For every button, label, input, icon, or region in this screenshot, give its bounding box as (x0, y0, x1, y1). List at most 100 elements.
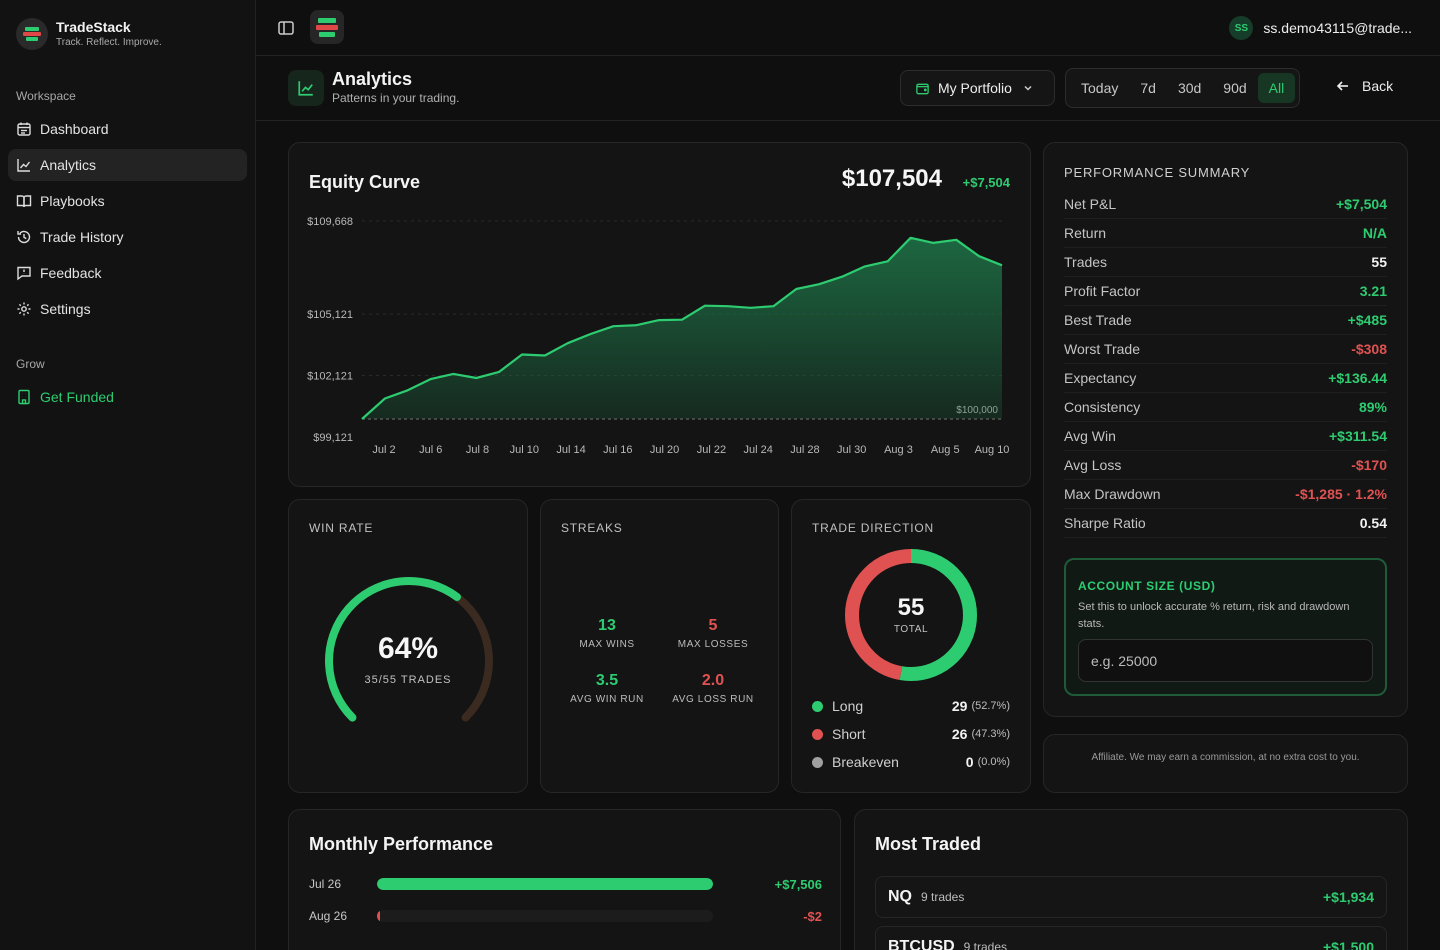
streak-avg-win-run: 3.5 Avg Win Run (552, 672, 662, 705)
monthly-performance-card: Monthly Performance Jul 26 +$7,506 Aug 26 -… (288, 809, 841, 950)
summary-row: Expectancy +$136.44 (1064, 364, 1387, 393)
most-traded-row[interactable]: NQ 9 trades +$1,934 (875, 876, 1387, 918)
equity-change: +$7,504 (962, 175, 1010, 190)
sidebar-item-trade-history[interactable]: Trade History (8, 221, 247, 253)
month-value: -$2 (803, 908, 822, 924)
summary-row: Best Trade +$485 (1064, 306, 1387, 335)
y-tick-label: $102,121 (307, 371, 353, 383)
streak-label: Avg Win Run (570, 694, 644, 705)
sidebar-item-dashboard[interactable]: Dashboard (8, 113, 247, 145)
history-icon (17, 230, 31, 244)
sidebar-item-playbooks[interactable]: Playbooks (8, 185, 247, 217)
trade-direction-donut (845, 549, 977, 681)
brand[interactable]: TradeStack Track. Reflect. Improve. (16, 18, 162, 50)
app-logo-icon[interactable] (310, 10, 344, 44)
month-label: Jul 26 (309, 877, 342, 891)
book-icon (16, 195, 32, 208)
legend-name: Breakeven (832, 754, 899, 770)
summary-row: Profit Factor 3.21 (1064, 277, 1387, 306)
avatar: SS (1229, 16, 1254, 40)
performance-title: Performance Summary (1064, 165, 1251, 180)
chart-line-icon (17, 159, 31, 172)
summary-row: Max Drawdown -$1,285 · 1.2% (1064, 480, 1387, 509)
streak-value: 3.5 (595, 672, 619, 689)
x-tick-label: Jul 28 (790, 444, 819, 456)
affiliate-card: Affiliate. We may earn a commission, at … (1043, 734, 1408, 793)
sidebar-item-get-funded[interactable]: Get Funded (8, 381, 247, 413)
portfolio-select[interactable]: My Portfolio (900, 70, 1055, 106)
range-30d[interactable]: 30d (1177, 80, 1202, 96)
direction-total: 55 (897, 594, 925, 621)
sidebar-item-label: Analytics (40, 157, 97, 173)
tradestack-logo-icon (16, 18, 48, 50)
sidebar-item-analytics[interactable]: Analytics (8, 149, 247, 181)
range-today[interactable]: Today (1081, 80, 1119, 96)
win-rate-gauge (325, 577, 493, 722)
sidebar-item-settings[interactable]: Settings (8, 293, 247, 325)
streak-value: 5 (708, 617, 718, 634)
account-size-input[interactable] (1078, 639, 1373, 682)
month-bar (377, 878, 713, 890)
sidebar: TradeStack Track. Reflect. Improve. Work… (0, 0, 256, 950)
range-all[interactable]: All (1257, 73, 1296, 103)
legend-percent: (52.7%) (971, 700, 1010, 712)
x-tick-label: Jul 10 (510, 444, 539, 456)
most-traded-title: Most Traded (875, 834, 982, 854)
equity-value: $107,504 (841, 165, 942, 192)
streaks-card: Streaks 13 Max Wins 5 Max Losses 3.5 Avg… (540, 499, 779, 793)
monthly-row: Jul 26 +$7,506 (309, 874, 822, 894)
sidebar-item-feedback[interactable]: Feedback (8, 257, 247, 289)
summary-label: Worst Trade (1064, 341, 1140, 357)
range-7d[interactable]: 7d (1140, 80, 1156, 96)
summary-value: +$311.54 (1328, 428, 1387, 444)
summary-row: Net P&L +$7,504 (1064, 190, 1387, 219)
win-rate-percent: 64% (377, 632, 439, 665)
summary-value: -$1,285 · 1.2% (1295, 486, 1387, 502)
streak-avg-loss-run: 2.0 Avg Loss Run (658, 672, 768, 705)
page-subtitle: Patterns in your trading. (332, 91, 460, 105)
win-rate-card: Win Rate 64% 35/55 TRADES (288, 499, 528, 793)
summary-label: Max Drawdown (1064, 486, 1161, 502)
summary-value: +$7,504 (1336, 196, 1387, 212)
summary-label: Consistency (1064, 399, 1141, 415)
affiliate-note: Affiliate. We may earn a commission, at … (1091, 752, 1360, 763)
most-traded-card: Most Traded NQ 9 trades +$1,934 BTCUSD 9 tra… (854, 809, 1408, 950)
sidebar-item-label: Playbooks (40, 193, 105, 209)
summary-label: Avg Win (1064, 428, 1116, 444)
page-title: Analytics (332, 69, 413, 89)
streak-label: Max Losses (677, 639, 749, 650)
account-size-description: Set this to unlock accurate % return, ri… (1078, 601, 1350, 630)
summary-value: 3.21 (1359, 283, 1387, 299)
summary-value: +$485 (1347, 312, 1387, 328)
most-traded-row[interactable]: BTCUSD 9 trades +$1,500 (875, 926, 1387, 950)
topbar: SS ss.demo43115@trade... (256, 0, 1440, 56)
summary-value: N/A (1362, 225, 1387, 241)
legend-name: Short (832, 726, 866, 742)
back-button[interactable]: Back (1336, 78, 1393, 94)
x-tick-label: Jul 2 (372, 444, 395, 456)
account-size-title: ACCOUNT SIZE (USD) (1078, 579, 1216, 593)
back-label: Back (1362, 78, 1394, 94)
user-menu[interactable]: SS ss.demo43115@trade... (1229, 16, 1412, 40)
trade-direction-title: Trade Direction (812, 521, 935, 535)
summary-label: Profit Factor (1064, 283, 1141, 299)
equity-line (361, 236, 1003, 420)
sidebar-item-label: Trade History (40, 229, 124, 245)
equity-chart[interactable]: $109,668$105,121$102,121$99,121$100,000J… (289, 143, 1032, 488)
y-tick-label: $105,121 (307, 309, 353, 321)
sidebar-toggle-icon[interactable] (276, 18, 296, 38)
month-bar-track (377, 878, 713, 890)
legend-dot (812, 728, 823, 740)
gauge-fill (325, 577, 461, 722)
trade-direction-card: Trade Direction 55 TOTAL Long 29 (52.7%) Sh… (791, 499, 1031, 793)
summary-row: Sharpe Ratio 0.54 (1064, 509, 1387, 538)
sidebar-item-label: Settings (40, 301, 91, 317)
legend-dot (812, 700, 823, 712)
range-90d[interactable]: 90d (1223, 80, 1247, 96)
summary-label: Net P&L (1064, 196, 1117, 212)
summary-label: Expectancy (1064, 370, 1137, 386)
legend-count: 29 (951, 698, 968, 714)
arrow-left-icon (1336, 81, 1348, 91)
monthly-row: Aug 26 -$2 (309, 906, 822, 926)
summary-row: Worst Trade -$308 (1064, 335, 1387, 364)
